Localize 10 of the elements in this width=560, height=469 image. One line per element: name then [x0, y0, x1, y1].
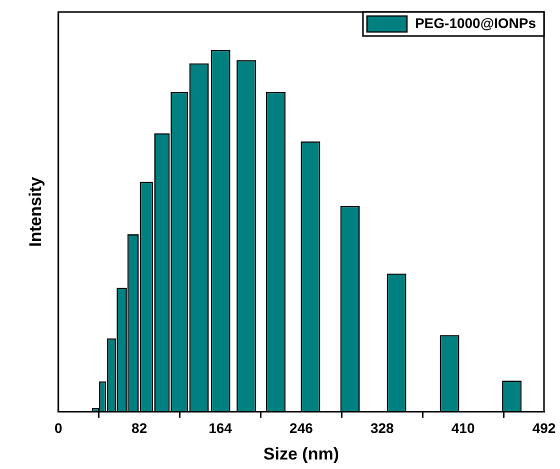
- x-tick-label: 82: [132, 420, 148, 436]
- x-axis-title: Size (nm): [263, 444, 339, 464]
- x-tick-label: 246: [290, 420, 314, 436]
- x-tick-label: 492: [532, 420, 556, 436]
- x-tick-label: 328: [370, 420, 394, 436]
- x-tick-label: 410: [451, 420, 475, 436]
- x-tick-label: 164: [208, 420, 232, 436]
- legend-label: PEG-1000@IONPs: [414, 14, 536, 31]
- x-tick-label: 0: [54, 420, 62, 436]
- y-axis-title: Intensity: [26, 176, 45, 247]
